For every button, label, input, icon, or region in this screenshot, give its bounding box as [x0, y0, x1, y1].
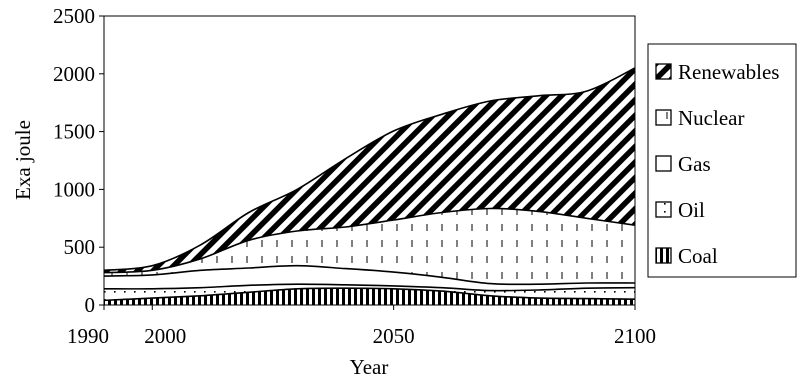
legend-label: Coal	[678, 244, 718, 268]
legend-item-gas: Gas	[655, 152, 711, 176]
legend-swatch	[655, 247, 672, 264]
y-tick-label: 500	[64, 235, 96, 259]
legend-label: Nuclear	[678, 106, 744, 130]
legend-label: Oil	[678, 198, 705, 222]
x-axis-title: Year	[350, 355, 389, 379]
legend-swatch	[655, 155, 672, 172]
plot-frame	[103, 15, 636, 306]
legend: Renewables Nuclear Gas Oil Coal	[655, 60, 779, 268]
legend-item-nuclear: Nuclear	[655, 106, 744, 130]
y-axis-title: Exa joule	[11, 120, 35, 200]
x-tick-label: 2100	[614, 324, 656, 348]
boundary-lines	[103, 67, 636, 302]
area-coal	[104, 288, 635, 305]
legend-item-renewables: Renewables	[655, 60, 779, 84]
legend-swatch	[655, 201, 672, 218]
boundary-renewables	[103, 67, 636, 272]
x-axis: 1990 2000 2050 2100	[67, 305, 656, 348]
y-tick-label: 1500	[53, 120, 95, 144]
boundary-coal	[103, 287, 636, 302]
y-axis: 0 500 1000 1500 2000 2500	[53, 4, 104, 317]
boundary-nuclear	[103, 207, 636, 274]
legend-swatch	[655, 63, 672, 80]
boundary-oil	[103, 283, 636, 292]
legend-box	[647, 43, 797, 278]
y-tick-label: 2000	[53, 62, 95, 86]
legend-item-oil: Oil	[655, 198, 705, 222]
boundary-gas	[103, 264, 636, 286]
area-nuclear	[104, 208, 635, 285]
legend-label: Renewables	[678, 60, 779, 84]
x-tick-label: 2050	[373, 324, 415, 348]
legend-item-coal: Coal	[655, 244, 718, 268]
y-tick-label: 1000	[53, 177, 95, 201]
x-tick-label: 1990	[67, 324, 109, 348]
legend-label: Gas	[678, 152, 711, 176]
legend-swatch	[655, 109, 672, 126]
y-tick-label: 0	[85, 293, 96, 317]
x-tick-label: 2000	[144, 324, 186, 348]
y-tick-label: 2500	[53, 4, 95, 28]
area-renewables	[104, 68, 635, 273]
area-layer	[104, 68, 635, 305]
